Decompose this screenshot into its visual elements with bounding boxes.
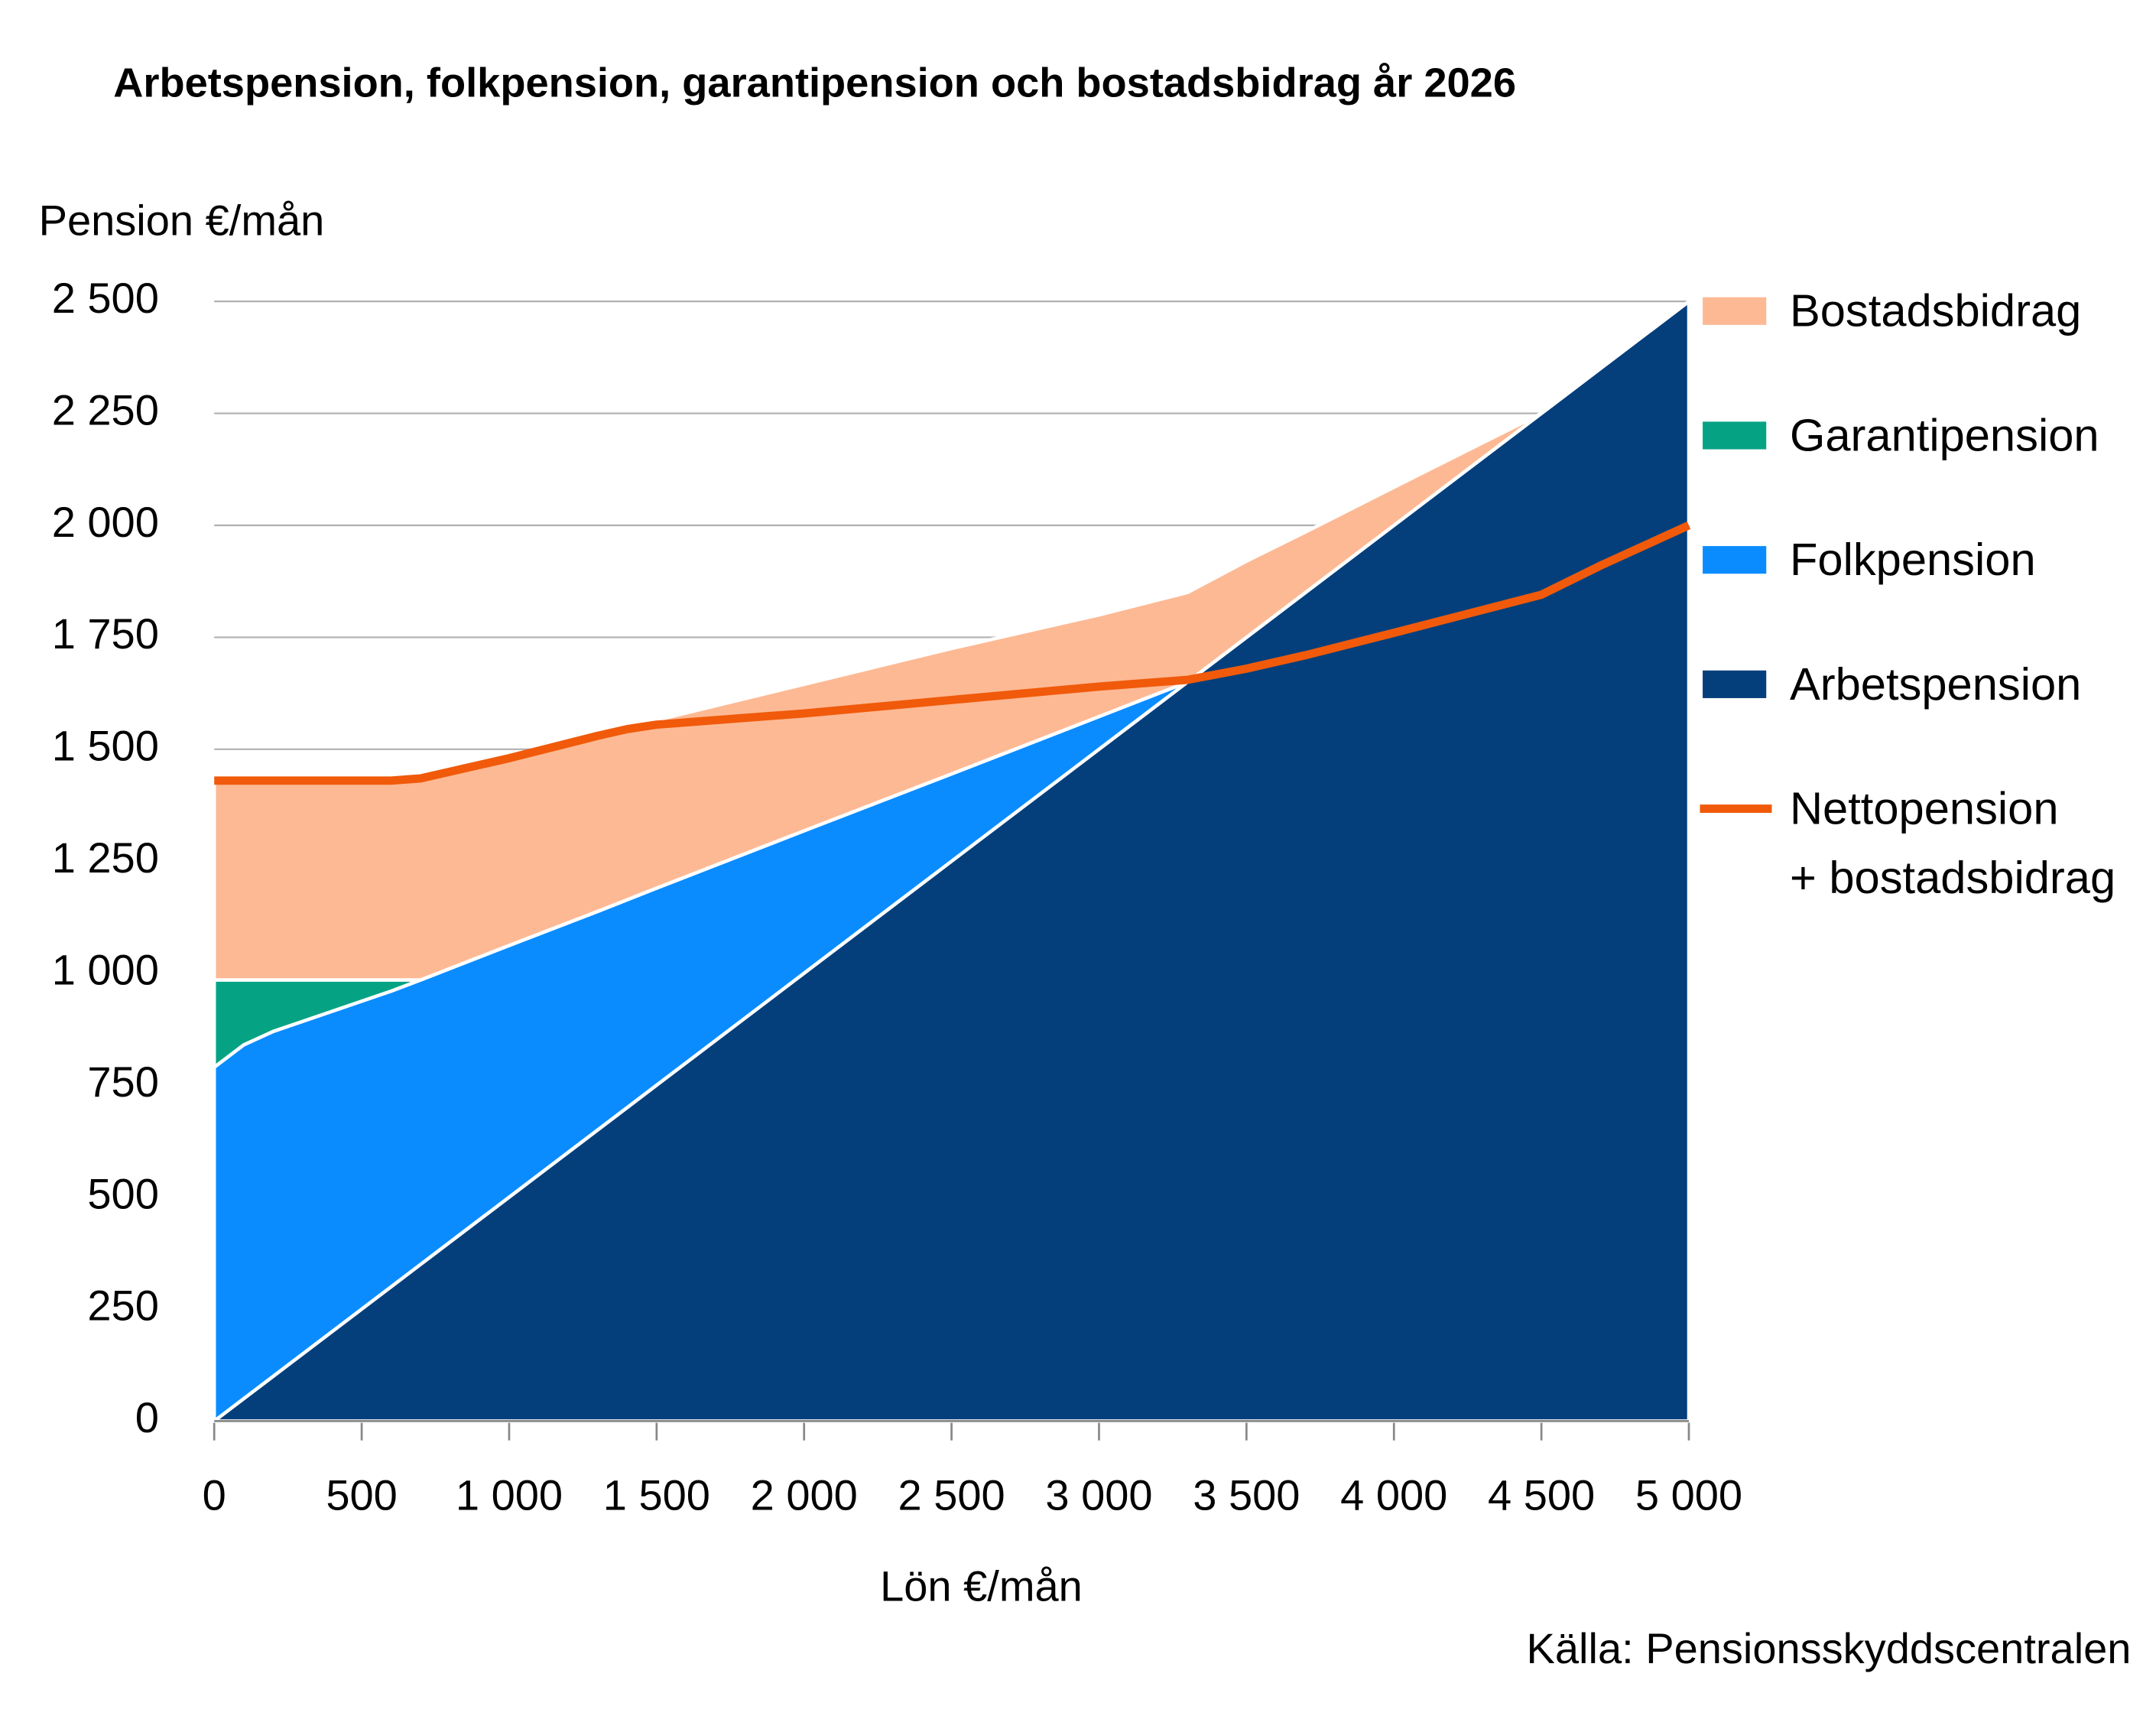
y-tick-label: 1 750 [52, 609, 159, 658]
y-tick-label: 1 250 [52, 834, 159, 882]
line [214, 522, 1691, 785]
x-tick-label: 2 500 [898, 1470, 1005, 1519]
x-tick-label: 1 000 [456, 1470, 563, 1519]
y-tick-label: 750 [87, 1058, 158, 1106]
legend-label: Nettopension + bostadsbidrag [1789, 782, 2116, 903]
y-axis-label: Pension €/mån [39, 197, 325, 245]
x-axis-label: Lön €/mån [880, 1562, 1083, 1610]
x-tick-label: 3 500 [1193, 1470, 1300, 1519]
y-tick-label: 0 [135, 1393, 159, 1441]
legend-swatch [1703, 297, 1767, 325]
x-tick-label: 1 500 [603, 1470, 710, 1519]
x-tick-label: 4 000 [1340, 1470, 1447, 1519]
legend-item: Folkpension [1789, 533, 2036, 585]
y-tick-label: 1 500 [52, 722, 159, 770]
x-tick-label: 5 000 [1635, 1470, 1742, 1519]
source: Källa: Pensionsskyddscentralen [1527, 1624, 2132, 1672]
legend-swatch [1703, 546, 1767, 574]
legend-label: Arbetspension [1789, 658, 2082, 710]
x-tick-label: 4 500 [1488, 1470, 1595, 1519]
chart-title: Arbetspension, folkpension, garantipensi… [113, 60, 1516, 106]
legend-item: Bostadsbidrag [1789, 284, 2082, 336]
x-tick-label: 2 000 [751, 1470, 858, 1519]
y-tick-label: 2 000 [52, 498, 159, 546]
y-tick-label: 250 [87, 1282, 158, 1330]
y-tick-label: 2 250 [52, 385, 159, 434]
legend-swatch [1703, 670, 1767, 698]
legend-item: Arbetspension [1789, 658, 2082, 710]
legend-label: Folkpension [1789, 533, 2036, 585]
y-tick-label: 500 [87, 1169, 158, 1217]
x-tick-label: 0 [203, 1470, 226, 1519]
x-tick-label: 3 000 [1045, 1470, 1152, 1519]
x-tick-label: 500 [326, 1470, 397, 1519]
legend-item: Nettopension + bostadsbidrag [1789, 782, 2116, 903]
legend-item: Garantipension [1789, 409, 2099, 461]
y-tick-label: 2 500 [52, 274, 159, 322]
legend-swatch [1703, 421, 1767, 450]
legend-label: Garantipension [1789, 409, 2099, 461]
y-tick-label: 1 000 [52, 945, 159, 993]
legend-label: Bostadsbidrag [1789, 284, 2082, 336]
